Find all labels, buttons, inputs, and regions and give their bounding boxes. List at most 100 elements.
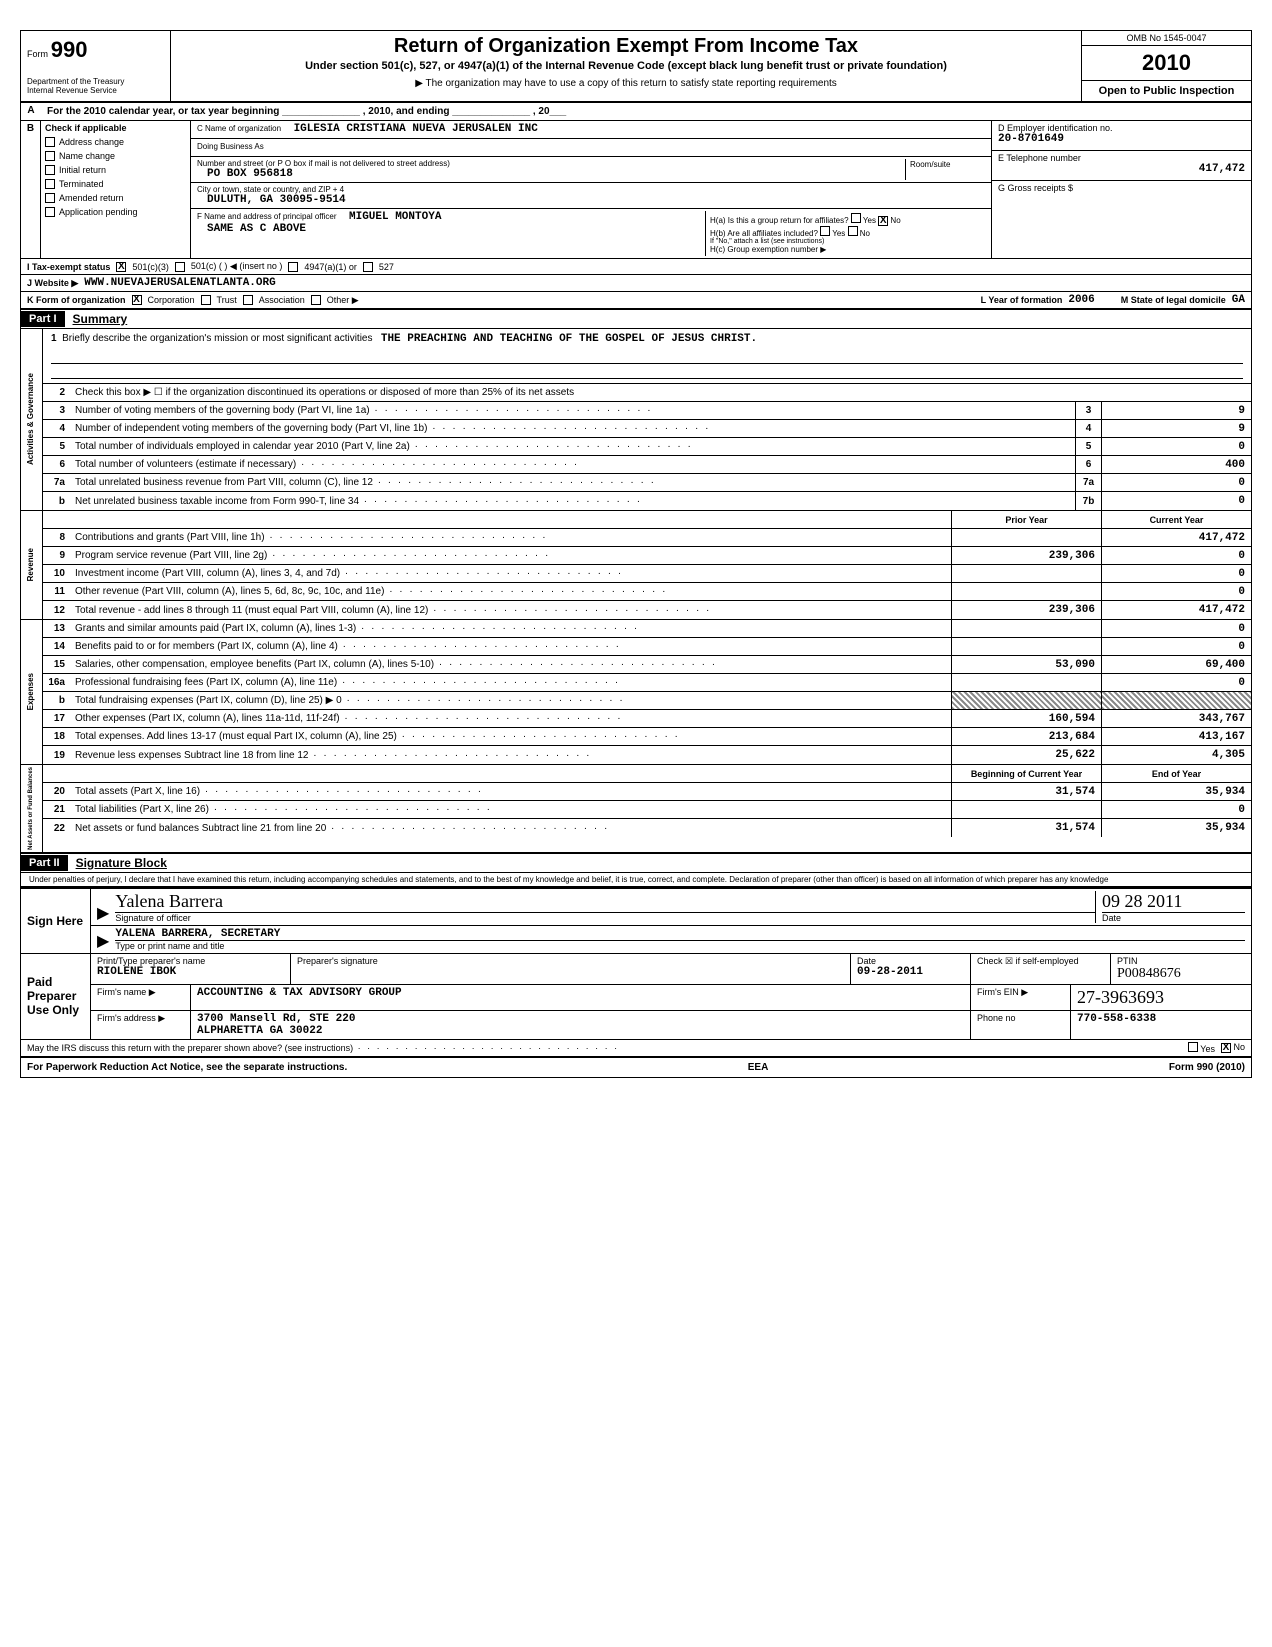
check-name-change[interactable]: Name change <box>41 149 190 163</box>
city-row: City or town, state or country, and ZIP … <box>191 183 991 209</box>
org-name: IGLESIA CRISTIANA NUEVA JERUSALEN INC <box>284 123 538 135</box>
form-org-row: K Form of organization Corporation Trust… <box>21 292 1251 310</box>
check-amended[interactable]: Amended return <box>41 191 190 205</box>
line-5: 5Total number of individuals employed in… <box>43 438 1251 456</box>
firm-addr2: ALPHARETTA GA 30022 <box>197 1025 964 1037</box>
line-2: 2 Check this box ▶ ☐ if the organization… <box>43 384 1251 402</box>
line-b-letter: B <box>21 121 41 258</box>
check-app-pending[interactable]: Application pending <box>41 205 190 219</box>
hb-label: H(b) Are all affiliates included? Yes No <box>710 226 981 238</box>
side-revenue: Revenue <box>21 511 43 619</box>
line-b: bNet unrelated business taxable income f… <box>43 492 1251 510</box>
part1-badge: Part I <box>21 311 65 327</box>
revenue-block: Revenue Prior Year Current Year 8Contrib… <box>21 511 1251 620</box>
sig-date: 09 28 2011 <box>1102 891 1182 911</box>
check-527[interactable] <box>363 262 373 272</box>
footer-left: For Paperwork Reduction Act Notice, see … <box>27 1062 347 1073</box>
sign-here-section: Sign Here ▶ Yalena Barrera Signature of … <box>21 887 1251 954</box>
header-center: Return of Organization Exempt From Incom… <box>171 31 1081 101</box>
section-b-block: B Check if applicable Address change Nam… <box>21 121 1251 259</box>
form-990: Form 990 Department of the Treasury Inte… <box>20 30 1252 1078</box>
check-corp[interactable] <box>132 295 142 305</box>
line-21: 21Total liabilities (Part X, line 26)0 <box>43 801 1251 819</box>
officer-addr: SAME AS C ABOVE <box>197 223 705 235</box>
arrow-icon: ▶ <box>97 931 115 951</box>
line-8: 8Contributions and grants (Part VIII, li… <box>43 529 1251 547</box>
line-16a: 16aProfessional fundraising fees (Part I… <box>43 674 1251 692</box>
line-10: 10Investment income (Part VIII, column (… <box>43 565 1251 583</box>
preparer-row-3: Firm's address ▶ 3700 Mansell Rd, STE 22… <box>91 1011 1251 1039</box>
firm-ein: 27-3963693 <box>1071 985 1251 1010</box>
check-other[interactable] <box>311 295 321 305</box>
year-formation: 2006 <box>1068 294 1094 306</box>
line-a-letter: A <box>21 103 41 120</box>
discuss-no[interactable] <box>1221 1043 1231 1053</box>
gross-cell: G Gross receipts $ <box>992 181 1251 211</box>
officer-typed-name: YALENA BARRERA, SECRETARY <box>115 928 280 940</box>
check-4947[interactable] <box>288 262 298 272</box>
part2-badge: Part II <box>21 855 68 871</box>
sign-here-label: Sign Here <box>21 889 91 953</box>
expenses-block: Expenses 13Grants and similar amounts pa… <box>21 620 1251 765</box>
discuss-yes[interactable] <box>1188 1042 1198 1052</box>
line-14: 14Benefits paid to or for members (Part … <box>43 638 1251 656</box>
perjury-text: Under penalties of perjury, I declare th… <box>21 873 1251 887</box>
firm-addr1: 3700 Mansell Rd, STE 220 <box>197 1013 964 1025</box>
tax-status-row: I Tax-exempt status 501(c)(3) 501(c) ( )… <box>21 259 1251 275</box>
line-18: 18Total expenses. Add lines 13-17 (must … <box>43 728 1251 746</box>
self-employed-check: Check ☒ if self-employed <box>971 954 1111 984</box>
ptin-value: P00848676 <box>1117 966 1245 982</box>
side-activities: Activities & Governance <box>21 329 43 510</box>
irs-label: Internal Revenue Service <box>27 86 164 95</box>
side-expenses: Expenses <box>21 620 43 764</box>
preparer-name: RIOLENE IBOK <box>97 966 284 978</box>
header-subtitle: Under section 501(c), 527, or 4947(a)(1)… <box>181 60 1071 72</box>
part2-header-row: Part II Signature Block <box>21 854 1251 873</box>
check-initial-return[interactable]: Initial return <box>41 163 190 177</box>
line-a-row: A For the 2010 calendar year, or tax yea… <box>21 103 1251 121</box>
check-trust[interactable] <box>201 295 211 305</box>
preparer-date: 09-28-2011 <box>857 966 964 978</box>
line-6: 6Total number of volunteers (estimate if… <box>43 456 1251 474</box>
line-15: 15Salaries, other compensation, employee… <box>43 656 1251 674</box>
line-17: 17Other expenses (Part IX, column (A), l… <box>43 710 1251 728</box>
addr-row: Number and street (or P O box if mail is… <box>191 157 991 183</box>
preparer-row-1: Print/Type preparer's name RIOLENE IBOK … <box>91 954 1251 985</box>
officer-row: F Name and address of principal officer … <box>191 209 991 258</box>
sig-officer-row: ▶ Yalena Barrera Signature of officer 09… <box>91 889 1251 926</box>
check-assoc[interactable] <box>243 295 253 305</box>
line-3: 3Number of voting members of the governi… <box>43 402 1251 420</box>
officer-signature: Yalena Barrera <box>115 891 223 911</box>
col-headers-rev: Prior Year Current Year <box>43 511 1251 529</box>
form-label: Form <box>27 49 48 59</box>
check-terminated[interactable]: Terminated <box>41 177 190 191</box>
header-right: OMB No 1545-0047 2010 Open to Public Ins… <box>1081 31 1251 101</box>
paid-preparer-label: Paid Preparer Use Only <box>21 954 91 1039</box>
org-city: DULUTH, GA 30095-9514 <box>197 194 985 206</box>
open-public: Open to Public Inspection <box>1082 81 1251 101</box>
line-13: 13Grants and similar amounts paid (Part … <box>43 620 1251 638</box>
omb-number: OMB No 1545-0047 <box>1082 31 1251 46</box>
check-if-applicable: Check if applicable Address change Name … <box>41 121 191 258</box>
tax-year: 2010 <box>1082 46 1251 81</box>
org-name-row: C Name of organization IGLESIA CRISTIANA… <box>191 121 991 139</box>
typed-name-row: ▶ YALENA BARRERA, SECRETARY Type or prin… <box>91 926 1251 953</box>
dept-label: Department of the Treasury <box>27 77 164 86</box>
website-row: J Website ▶ WWW.NUEVAJERUSALENATLANTA.OR… <box>21 275 1251 292</box>
header-left: Form 990 Department of the Treasury Inte… <box>21 31 171 101</box>
line-11: 11Other revenue (Part VIII, column (A), … <box>43 583 1251 601</box>
check-501c3[interactable] <box>116 262 126 272</box>
header-note: ▶ The organization may have to use a cop… <box>181 78 1071 89</box>
line-a-text: For the 2010 calendar year, or tax year … <box>41 103 572 120</box>
part1-header-row: Part I Summary <box>21 310 1251 329</box>
ein-value: 20-8701649 <box>998 133 1245 145</box>
phone-value: 417,472 <box>998 163 1245 175</box>
part2-title: Signature Block <box>68 854 175 872</box>
mission-block: 1 Briefly describe the organization's mi… <box>43 329 1251 384</box>
check-address-change[interactable]: Address change <box>41 135 190 149</box>
line-20: 20Total assets (Part X, line 16)31,57435… <box>43 783 1251 801</box>
net-assets-block: Net Assets or Fund Balances Beginning of… <box>21 765 1251 854</box>
part1-title: Summary <box>65 310 136 328</box>
side-net: Net Assets or Fund Balances <box>21 765 43 852</box>
check-501c[interactable] <box>175 262 185 272</box>
